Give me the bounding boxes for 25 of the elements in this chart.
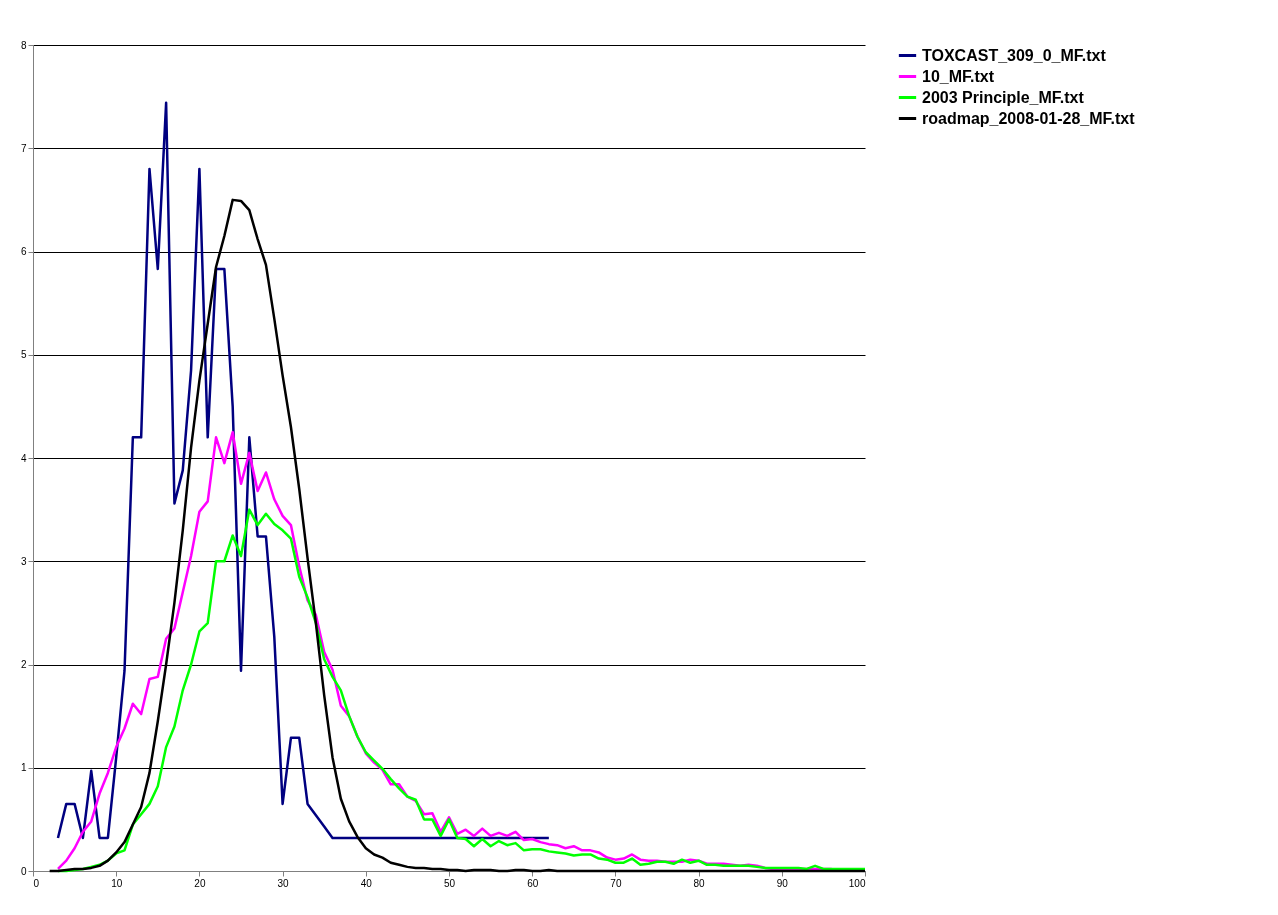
legend-label: TOXCAST_309_0_MF.txt	[922, 46, 1107, 64]
x-tick-label: 70	[610, 877, 622, 889]
y-tick-label: 8	[20, 39, 27, 51]
x-tick-label: 100	[848, 877, 866, 889]
y-tick-label: 3	[20, 555, 27, 567]
y-tick-label: 6	[20, 246, 27, 257]
x-tick-label: 20	[194, 877, 206, 889]
x-tick-label: 90	[776, 877, 789, 889]
x-tick-label: 0	[33, 877, 40, 889]
x-tick-label: 40	[360, 877, 373, 889]
line-series	[56, 101, 551, 840]
x-tick-label: 10	[111, 877, 123, 889]
x-tick-label: 60	[527, 877, 539, 889]
y-tick-label: 4	[20, 452, 27, 464]
x-tick-label: 50	[443, 877, 456, 889]
y-tick-label: 0	[20, 865, 27, 877]
legend-label: 10_MF.txt	[922, 67, 995, 85]
y-tick-label: 7	[20, 142, 27, 154]
y-tick-label: 1	[20, 762, 27, 774]
y-tick-label: 2	[20, 659, 27, 670]
y-tick-label: 5	[20, 349, 27, 361]
x-tick-label: 30	[277, 877, 290, 889]
x-tick-label: 80	[693, 877, 706, 889]
legend-label: roadmap_2008-01-28_MF.txt	[922, 109, 1136, 127]
legend-label: 2003 Principle_MF.txt	[922, 88, 1085, 106]
